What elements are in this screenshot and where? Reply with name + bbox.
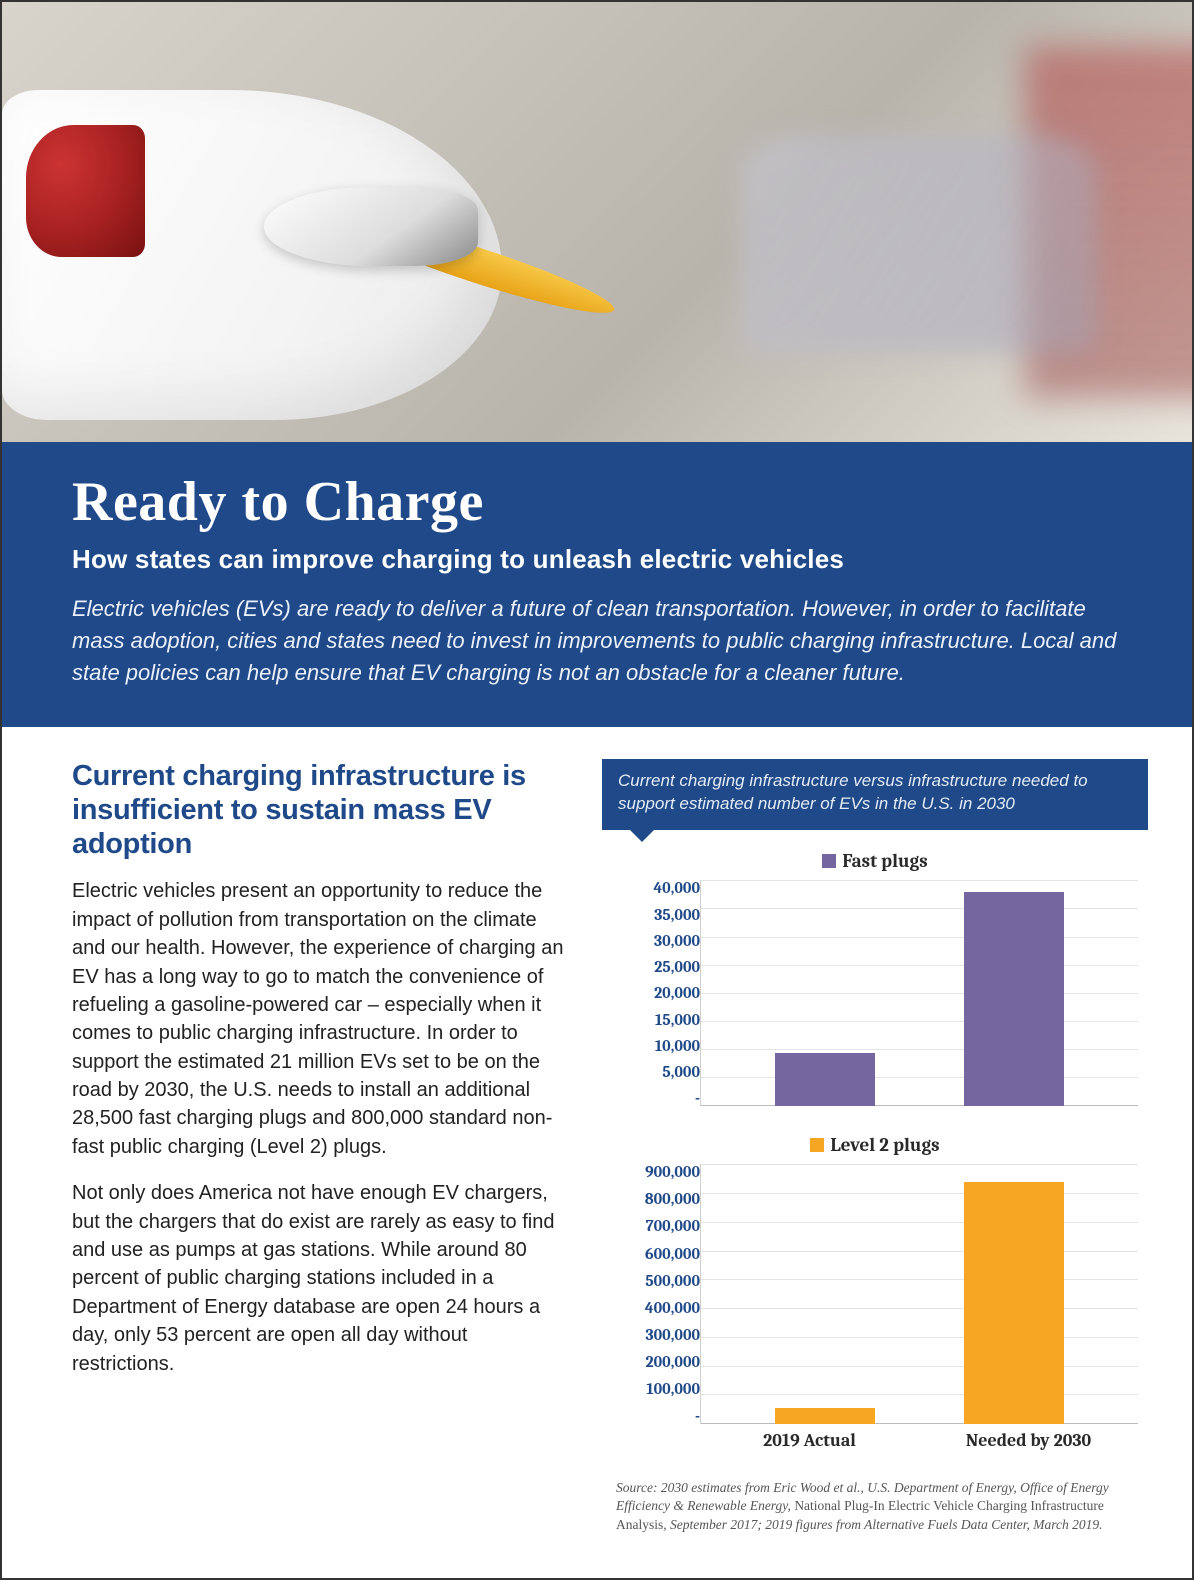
intro-paragraph: Electric vehicles (EVs) are ready to del… xyxy=(72,593,1122,689)
y-tick-label: 400,000 xyxy=(612,1300,700,1316)
y-tick-label: 30,000 xyxy=(612,933,700,949)
chart-plot xyxy=(700,1164,1138,1424)
x-axis-label: 2019 Actual xyxy=(700,1430,919,1451)
y-tick-label: - xyxy=(612,1408,700,1424)
y-tick-label: 20,000 xyxy=(612,985,700,1001)
document-title: Ready to Charge xyxy=(72,470,1122,534)
hero-image xyxy=(2,2,1192,442)
body-paragraph: Electric vehicles present an opportunity… xyxy=(72,877,572,1161)
chart-grid: 900,000 800,000 700,000 600,000 500,000 400,0… xyxy=(612,1164,1138,1424)
y-tick-label: 35,000 xyxy=(612,907,700,923)
y-tick-label: 800,000 xyxy=(612,1191,700,1207)
chart-plot xyxy=(700,880,1138,1106)
chart-source: Source: 2030 estimates from Eric Wood et… xyxy=(612,1479,1138,1534)
legend-swatch xyxy=(822,854,836,868)
y-tick-label: 300,000 xyxy=(612,1327,700,1343)
bars-group xyxy=(701,1164,1138,1424)
right-column: Current charging infrastructure versus i… xyxy=(602,759,1148,1534)
bar xyxy=(964,892,1064,1107)
y-tick-label: 100,000 xyxy=(612,1381,700,1397)
legend-swatch xyxy=(810,1138,824,1152)
y-tick-label: 5,000 xyxy=(612,1064,700,1080)
y-tick-label: 15,000 xyxy=(612,1012,700,1028)
level2-plugs-chart: Level 2 plugs 900,000 800,000 700,000 600,0… xyxy=(612,1134,1138,1451)
bars-group xyxy=(701,880,1138,1106)
legend-label: Fast plugs xyxy=(842,850,927,872)
y-tick-label: - xyxy=(612,1090,700,1106)
document-subtitle: How states can improve charging to unlea… xyxy=(72,544,1122,575)
document-page: Ready to Charge How states can improve c… xyxy=(0,0,1194,1580)
section-heading: Current charging infrastructure is insuf… xyxy=(72,759,572,862)
chart-grid: 40,000 35,000 30,000 25,000 20,000 15,000 10,0… xyxy=(612,880,1138,1106)
y-tick-label: 200,000 xyxy=(612,1354,700,1370)
bar xyxy=(775,1053,875,1107)
bar xyxy=(775,1408,875,1424)
y-tick-label: 900,000 xyxy=(612,1164,700,1180)
y-tick-label: 40,000 xyxy=(612,880,700,896)
chart-legend: Level 2 plugs xyxy=(612,1134,1138,1156)
y-tick-label: 25,000 xyxy=(612,959,700,975)
charts-container: Fast plugs 40,000 35,000 30,000 25,000 20,00… xyxy=(602,830,1148,1534)
title-band: Ready to Charge How states can improve c… xyxy=(2,442,1192,727)
left-column: Current charging infrastructure is insuf… xyxy=(72,759,572,1534)
y-axis: 900,000 800,000 700,000 600,000 500,000 400,0… xyxy=(612,1164,700,1424)
y-tick-label: 500,000 xyxy=(612,1273,700,1289)
chart-caption: Current charging infrastructure versus i… xyxy=(602,759,1148,831)
chart-legend: Fast plugs xyxy=(612,850,1138,872)
bar xyxy=(964,1182,1064,1425)
y-tick-label: 10,000 xyxy=(612,1038,700,1054)
hero-plug xyxy=(264,187,478,266)
source-text: , September 2017; 2019 figures from Alte… xyxy=(663,1517,1102,1532)
fast-plugs-chart: Fast plugs 40,000 35,000 30,000 25,000 20,00… xyxy=(612,850,1138,1106)
body-columns: Current charging infrastructure is insuf… xyxy=(2,727,1192,1578)
y-tick-label: 600,000 xyxy=(612,1246,700,1262)
x-axis-label: Needed by 2030 xyxy=(919,1430,1138,1451)
y-tick-label: 700,000 xyxy=(612,1218,700,1234)
body-paragraph: Not only does America not have enough EV… xyxy=(72,1179,572,1378)
y-axis: 40,000 35,000 30,000 25,000 20,000 15,000 10,0… xyxy=(612,880,700,1106)
x-axis: 2019 Actual Needed by 2030 xyxy=(700,1430,1138,1451)
legend-label: Level 2 plugs xyxy=(830,1134,939,1156)
hero-bg-car xyxy=(740,134,1097,354)
